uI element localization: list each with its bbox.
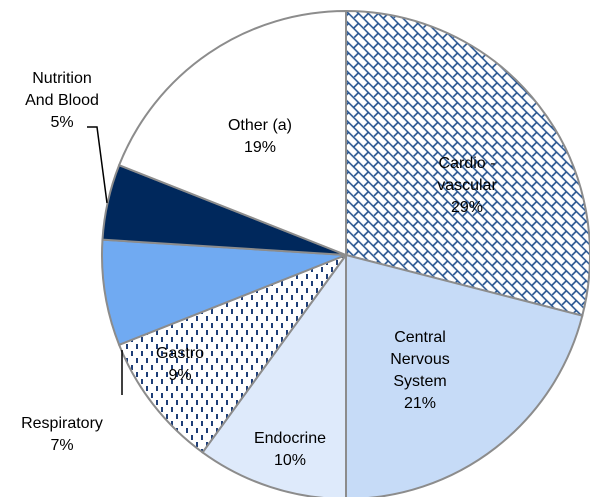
value-label: 9% — [168, 367, 191, 384]
slice-label: Other (a) — [228, 117, 292, 134]
value-label: 19% — [244, 139, 276, 156]
value-label: 21% — [404, 395, 436, 412]
slice-label-line: Gastro — [156, 345, 204, 362]
slice-label-line: And Blood — [25, 92, 99, 109]
slice-label-line: Nutrition — [32, 70, 92, 87]
value-label: 10% — [274, 452, 306, 469]
pie-slice — [101, 238, 347, 347]
pie-slice — [201, 251, 347, 497]
slice-label-line: Cardio - — [439, 155, 496, 172]
pie-slice — [345, 253, 584, 497]
value-label: 5% — [50, 114, 73, 131]
slice-label-line: Nervous — [390, 351, 450, 368]
value-label: 7% — [50, 437, 73, 454]
slice-label-line: Endocrine — [254, 430, 326, 447]
leader-line — [87, 126, 108, 204]
slice-label-line: Central — [394, 329, 446, 346]
pie-slice — [117, 9, 347, 257]
slice-label-line: System — [393, 373, 446, 390]
slice-label: Endocrine — [254, 430, 326, 447]
value-label: 29% — [451, 199, 483, 216]
slice-label-line: Respiratory — [21, 415, 103, 432]
slice-label: Cardio - vascular — [437, 155, 497, 194]
slice-label-line: vascular — [437, 177, 497, 194]
slice-label: Respiratory — [21, 415, 103, 432]
slice-label-line: Other (a) — [228, 117, 292, 134]
slice-label: Nutrition And Blood — [25, 70, 99, 109]
slice-label: Central Nervous System — [390, 329, 450, 390]
slice-label: Gastro — [156, 345, 204, 362]
